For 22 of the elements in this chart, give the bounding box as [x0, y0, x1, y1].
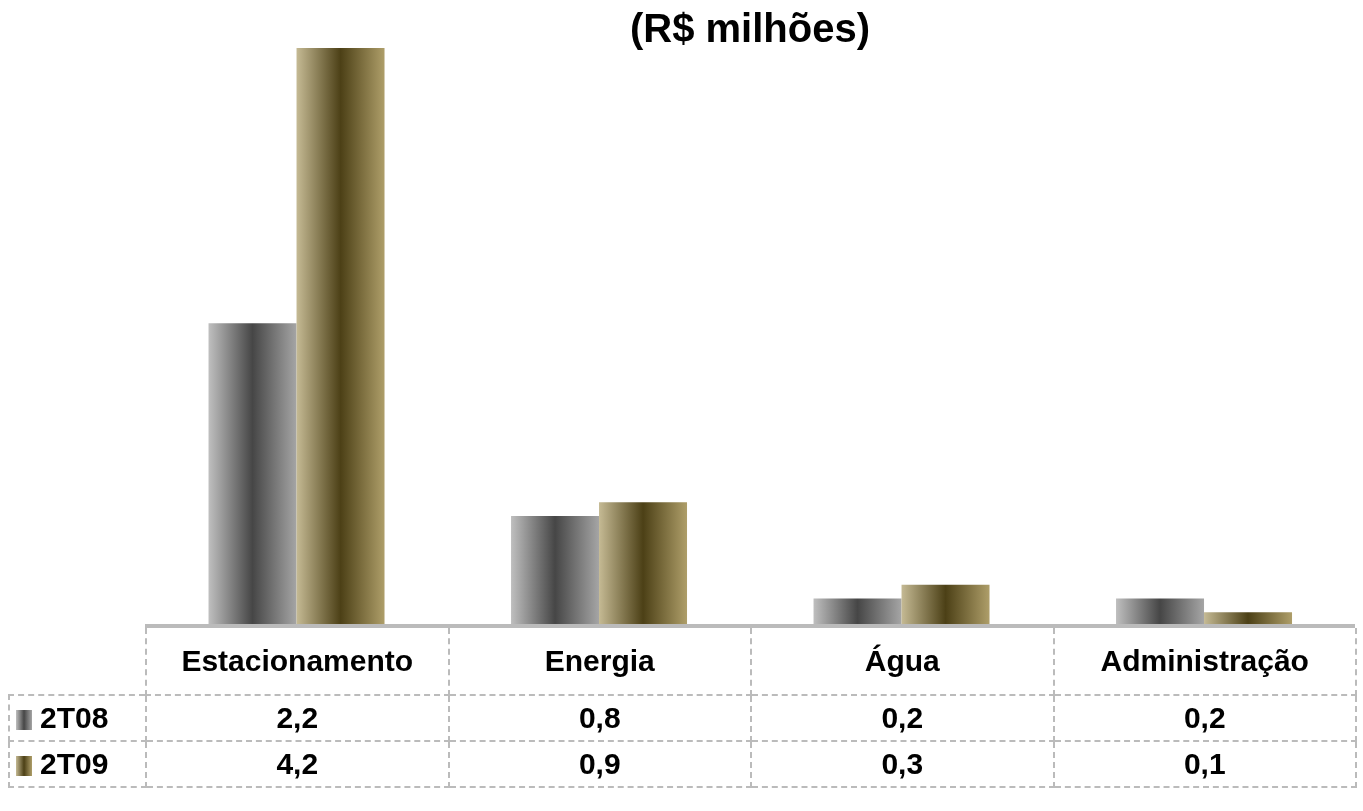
- data-label: 0,9: [448, 741, 751, 787]
- x-tick-label: Estacionamento: [146, 628, 449, 695]
- bar: [813, 598, 902, 626]
- data-label: 0,2: [751, 695, 1054, 741]
- bar: [208, 323, 297, 626]
- legend-label: 2T08: [9, 695, 146, 741]
- x-tick-label: Administração: [1053, 628, 1356, 695]
- bar: [901, 584, 990, 626]
- data-label: 0,8: [448, 695, 751, 741]
- bar: [1116, 598, 1205, 626]
- data-label: 2,2: [146, 695, 449, 741]
- bar: [599, 502, 688, 626]
- bar: [511, 515, 600, 626]
- data-label: 0,3: [751, 741, 1054, 787]
- x-tick-label: Energia: [448, 628, 751, 695]
- bar: [296, 48, 385, 626]
- data-label: 4,2: [146, 741, 449, 787]
- legend-label: 2T09: [9, 741, 146, 787]
- chart-title: (R$ milhões): [628, 6, 871, 50]
- data-label: 0,1: [1053, 741, 1356, 787]
- data-label: 0,2: [1053, 695, 1356, 741]
- x-tick-label: Água: [751, 628, 1054, 695]
